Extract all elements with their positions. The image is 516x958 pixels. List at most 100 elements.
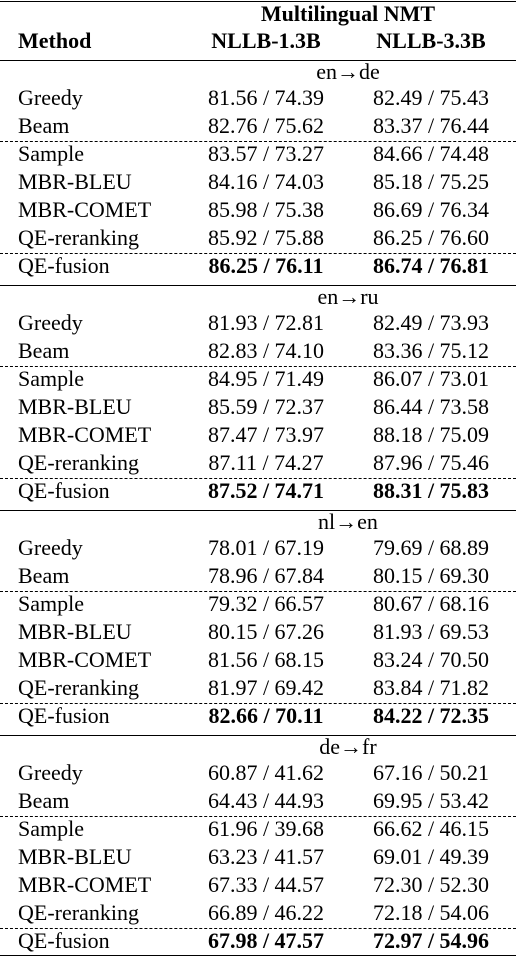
- method-cell: MBR-BLEU: [18, 844, 132, 869]
- score-cell: 72.97 / 54.96: [372, 928, 490, 953]
- score-cell: 86.25 / 76.11: [208, 253, 324, 278]
- method-cell: QE-fusion: [18, 478, 110, 503]
- score-cell: 83.57 / 73.27: [207, 141, 325, 166]
- dashed-rule: [0, 703, 516, 704]
- method-cell: QE-reranking: [18, 225, 139, 250]
- score-cell: 88.18 / 75.09: [372, 422, 490, 447]
- score-cell: 81.56 / 74.39: [207, 85, 325, 110]
- score-cell: 82.76 / 75.62: [207, 113, 325, 138]
- method-cell: Sample: [18, 816, 84, 841]
- method-cell: Greedy: [18, 535, 83, 560]
- method-cell: Greedy: [18, 85, 83, 110]
- method-cell: QE-fusion: [18, 253, 110, 278]
- score-cell: 86.74 / 76.81: [372, 253, 490, 278]
- score-cell: 81.56 / 68.15: [207, 647, 325, 672]
- method-cell: QE-reranking: [18, 900, 139, 925]
- method-header: Method: [18, 28, 92, 53]
- method-cell: Beam: [18, 788, 70, 813]
- score-cell: 88.31 / 75.83: [372, 478, 490, 503]
- score-cell: 84.22 / 72.35: [372, 703, 490, 728]
- score-cell: 87.47 / 73.97: [207, 422, 325, 447]
- score-cell: 87.96 / 75.46: [372, 450, 490, 475]
- method-cell: MBR-BLEU: [18, 394, 132, 419]
- section-rule: [0, 735, 516, 736]
- score-cell: 85.18 / 75.25: [372, 169, 490, 194]
- score-cell: 82.49 / 75.43: [372, 85, 490, 110]
- score-cell: 84.16 / 74.03: [207, 169, 325, 194]
- score-cell: 72.18 / 54.06: [372, 900, 490, 925]
- score-cell: 86.69 / 76.34: [372, 197, 490, 222]
- score-cell: 80.67 / 68.16: [372, 591, 490, 616]
- method-cell: MBR-COMET: [18, 197, 152, 222]
- dashed-rule: [0, 366, 516, 367]
- method-cell: MBR-COMET: [18, 647, 152, 672]
- score-cell: 67.16 / 50.21: [372, 760, 490, 785]
- dashed-rule: [0, 928, 516, 929]
- score-cell: 69.95 / 53.42: [372, 788, 490, 813]
- method-cell: QE-fusion: [18, 928, 110, 953]
- score-cell: 78.96 / 67.84: [207, 563, 325, 588]
- method-cell: MBR-COMET: [18, 872, 152, 897]
- score-cell: 81.93 / 72.81: [207, 310, 325, 335]
- score-cell: 82.66 / 70.11: [208, 703, 324, 728]
- score-cell: 83.24 / 70.50: [372, 647, 490, 672]
- score-cell: 79.69 / 68.89: [372, 535, 490, 560]
- score-cell: 85.59 / 72.37: [207, 394, 325, 419]
- method-cell: QE-reranking: [18, 675, 139, 700]
- score-cell: 87.11 / 74.27: [208, 450, 324, 475]
- score-cell: 83.36 / 75.12: [372, 338, 490, 363]
- score-cell: 63.23 / 41.57: [207, 844, 325, 869]
- score-cell: 64.43 / 44.93: [207, 788, 325, 813]
- section-rule: [0, 285, 516, 286]
- score-cell: 84.66 / 74.48: [372, 141, 490, 166]
- score-cell: 84.95 / 71.49: [207, 366, 325, 391]
- column-header: NLLB-1.3B: [211, 28, 321, 53]
- score-cell: 72.30 / 52.30: [372, 872, 490, 897]
- score-cell: 61.96 / 39.68: [207, 816, 325, 841]
- score-cell: 67.33 / 44.57: [207, 872, 325, 897]
- score-cell: 83.37 / 76.44: [372, 113, 490, 138]
- score-cell: 66.62 / 46.15: [372, 816, 490, 841]
- score-cell: 81.93 / 69.53: [372, 619, 490, 644]
- score-cell: 83.84 / 71.82: [372, 675, 490, 700]
- section-label: nl→en: [318, 509, 378, 534]
- score-cell: 60.87 / 41.62: [207, 760, 325, 785]
- top-rule: [0, 1, 516, 2]
- score-cell: 69.01 / 49.39: [372, 844, 490, 869]
- section-label: en→de: [316, 59, 380, 84]
- score-cell: 82.49 / 73.93: [372, 310, 490, 335]
- score-cell: 86.25 / 76.60: [372, 225, 490, 250]
- method-cell: Sample: [18, 591, 84, 616]
- score-cell: 66.89 / 46.22: [207, 900, 325, 925]
- method-cell: Beam: [18, 113, 70, 138]
- score-cell: 86.44 / 73.58: [372, 394, 490, 419]
- method-cell: MBR-COMET: [18, 422, 152, 447]
- score-cell: 80.15 / 69.30: [372, 563, 490, 588]
- method-cell: Beam: [18, 563, 70, 588]
- method-cell: Beam: [18, 338, 70, 363]
- score-cell: 78.01 / 67.19: [207, 535, 325, 560]
- section-rule: [0, 955, 516, 956]
- method-cell: Sample: [18, 366, 84, 391]
- score-cell: 87.52 / 74.71: [207, 478, 325, 503]
- section-label: de→fr: [319, 734, 377, 759]
- score-cell: 85.92 / 75.88: [207, 225, 325, 250]
- method-cell: MBR-BLEU: [18, 619, 132, 644]
- score-cell: 80.15 / 67.26: [207, 619, 325, 644]
- method-cell: Sample: [18, 141, 84, 166]
- score-cell: 86.07 / 73.01: [372, 366, 490, 391]
- method-cell: QE-reranking: [18, 450, 139, 475]
- score-cell: 79.32 / 66.57: [207, 591, 325, 616]
- dashed-rule: [0, 253, 516, 254]
- score-cell: 85.98 / 75.38: [207, 197, 325, 222]
- method-cell: QE-fusion: [18, 703, 110, 728]
- group-header: Multilingual NMT: [260, 1, 436, 26]
- score-cell: 82.83 / 74.10: [207, 338, 325, 363]
- column-header: NLLB-3.3B: [376, 28, 486, 53]
- dashed-rule: [0, 478, 516, 479]
- score-cell: 67.98 / 47.57: [207, 928, 325, 953]
- header-rule: [0, 60, 516, 61]
- score-cell: 81.97 / 69.42: [207, 675, 325, 700]
- dashed-rule: [0, 141, 516, 142]
